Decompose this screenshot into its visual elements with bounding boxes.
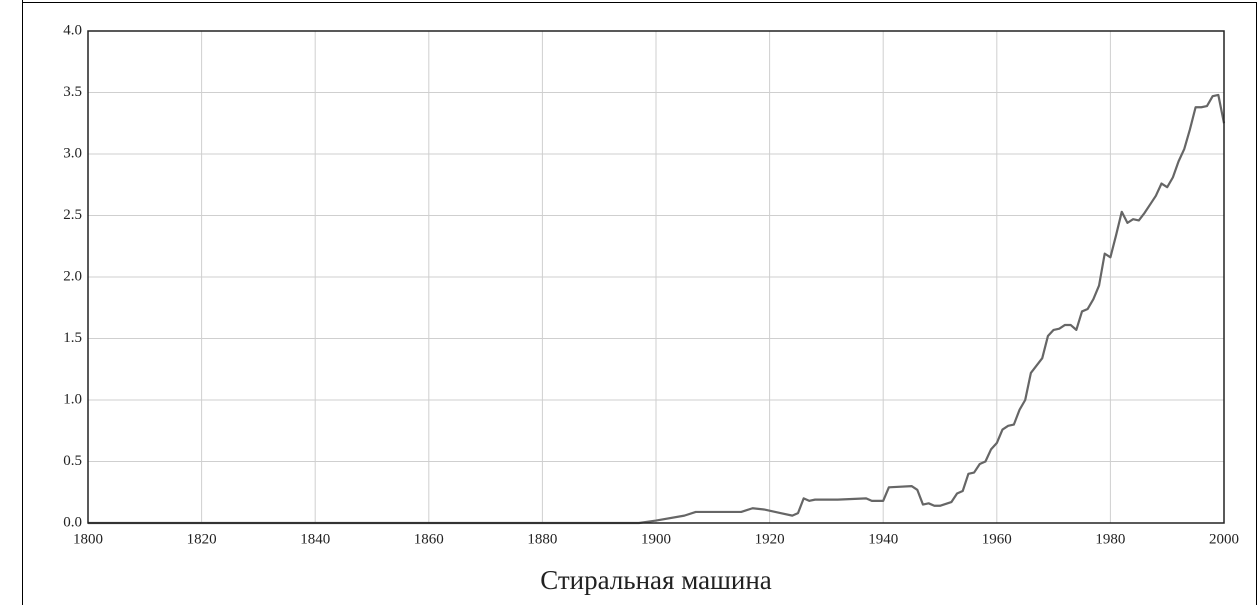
y-tick-label: 1.5: [63, 330, 82, 346]
y-tick-label: 0.5: [63, 453, 82, 469]
x-tick-label: 1920: [755, 531, 785, 547]
y-tick-label: 3.5: [63, 84, 82, 100]
x-tick-label: 1840: [300, 531, 330, 547]
data-line: [88, 93, 1226, 525]
x-tick-label: 1940: [868, 531, 898, 547]
plot-border: [87, 30, 1225, 524]
x-tick-label: 2000: [1209, 531, 1239, 547]
grid: [87, 30, 1225, 524]
x-tick-label: 1860: [414, 531, 444, 547]
x-tick-label: 1820: [187, 531, 217, 547]
y-tick-label: 4.0: [63, 22, 82, 38]
x-tick-label: 1900: [641, 531, 671, 547]
caption: Стиральная машина: [540, 565, 772, 595]
y-tick-label: 0.0: [63, 514, 82, 530]
y-tick-label: 1.0: [63, 391, 82, 407]
x-tick-label: 1800: [73, 531, 103, 547]
x-tick-label: 1980: [1095, 531, 1125, 547]
x-tick-label: 1880: [527, 531, 557, 547]
plot: [88, 93, 1226, 525]
x-tick-label: 1960: [982, 531, 1012, 547]
y-tick-label: 2.5: [63, 207, 82, 223]
y-tick-label: 2.0: [63, 268, 82, 284]
y-tick-label: 3.0: [63, 145, 82, 161]
